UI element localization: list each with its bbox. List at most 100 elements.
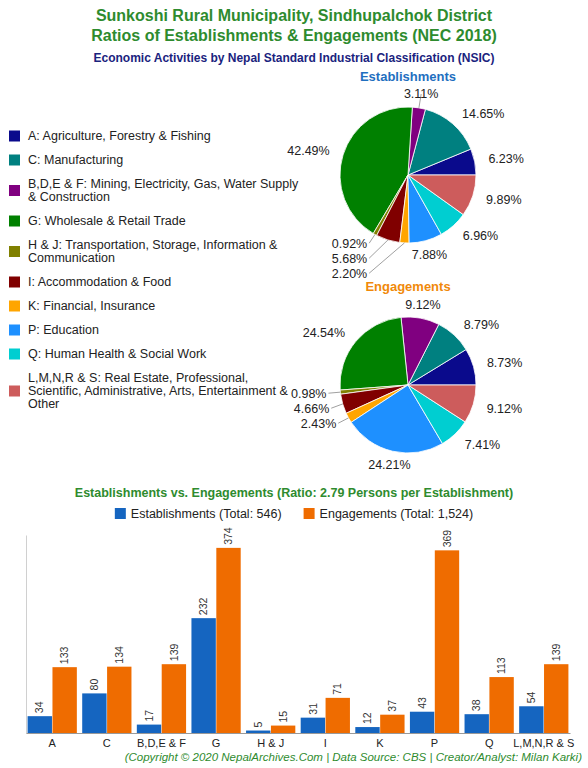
x-tick-label: H & J (257, 737, 284, 749)
pie-value-label: 3.11% (404, 87, 439, 101)
bar (544, 664, 568, 733)
x-tick: L,M,N,R & S (513, 733, 574, 749)
subtitle: Economic Activities by Nepal Standard In… (94, 51, 495, 65)
pie-value-label: 42.49% (287, 144, 329, 158)
pie-value-label: 4.66% (294, 402, 329, 416)
pie-title: Establishments (360, 69, 456, 84)
bar-value-label: 12 (361, 712, 373, 724)
bar (301, 718, 325, 733)
x-tick-label: K (376, 737, 384, 749)
bar-value-label: 5 (252, 722, 264, 728)
bar (162, 664, 186, 733)
legend-swatch (9, 349, 20, 360)
footer: (Copyright © 2020 NepalArchives.Com | Da… (125, 751, 583, 763)
bar-value-label: 31 (307, 703, 319, 715)
bar (28, 716, 52, 733)
canvas: Sunkoshi Rural Municipality, Sindhupalch… (0, 0, 588, 768)
bar-value-label: 34 (33, 701, 45, 713)
main-title: Sunkoshi Rural Municipality, Sindhupalch… (96, 7, 493, 24)
legend-label: L,M,N,R & S: Real Estate, Professional, … (28, 371, 291, 411)
y-axis (26, 536, 27, 734)
x-tick-label: G (212, 737, 221, 749)
leader-line (369, 234, 375, 243)
legend-swatch (9, 277, 20, 288)
x-tick: I (324, 733, 327, 749)
pie-value-label: 6.96% (463, 229, 498, 243)
x-tick: A (49, 733, 57, 749)
legend-label-line: P: Education (28, 323, 99, 337)
legend-label: Engagements (Total: 1,524) (320, 507, 474, 521)
bar-value-label: 38 (470, 699, 482, 711)
leader-line (328, 392, 340, 393)
legend-swatch (9, 131, 20, 142)
bar (465, 714, 489, 733)
legend-swatch (9, 246, 20, 257)
bar-value-label: 134 (113, 646, 125, 664)
data-labels: 3480172325311243385413313413937415713736… (33, 527, 561, 727)
legend-swatch (9, 185, 20, 196)
leader-line (369, 243, 404, 273)
x-tick-label: P (431, 737, 438, 749)
pie-value-label: 0.98% (291, 387, 326, 401)
pie-slice (340, 317, 408, 390)
x-tick-label: C (103, 737, 111, 749)
bar-value-label: 139 (550, 644, 562, 662)
bar (326, 698, 350, 733)
legend-label: Q: Human Health & Social Work (28, 347, 207, 361)
bar (410, 712, 434, 733)
x-tick-label: B,D,E & F (137, 737, 186, 749)
legend-label-line: Q: Human Health & Social Work (28, 347, 207, 361)
x-tick-label: L,M,N,R & S (513, 737, 574, 749)
legend-label-line: A: Agriculture, Forestry & Fishing (28, 129, 211, 143)
bar-value-label: 15 (277, 711, 289, 723)
pie-value-label: 7.88% (412, 248, 447, 262)
pie-slice (400, 175, 409, 243)
bar (271, 726, 295, 733)
main-title: Ratios of Establishments & Engagements (… (91, 27, 496, 44)
pie-value-label: 8.79% (464, 318, 499, 332)
pie-value-label: 9.12% (487, 402, 522, 416)
pie-value-label: 7.41% (465, 438, 500, 452)
legend-label-line: G: Wholesale & Retail Trade (28, 214, 186, 228)
legend-swatch (9, 386, 20, 397)
bar-value-label: 232 (197, 597, 209, 615)
x-axis: A C B,D,E & F G H & J I K P Q L,M,N,R & S (27, 733, 575, 749)
y-axis-line (26, 536, 27, 734)
legend-label-line: Scientific, Administrative, Arts, Entert… (28, 384, 291, 398)
legend-label-line: C: Manufacturing (28, 153, 123, 167)
legend-label-line: Other (28, 397, 59, 411)
pie-value-label: 5.68% (332, 252, 367, 266)
pie-value-label: 9.89% (486, 193, 521, 207)
bar-title: Establishments vs. Engagements (Ratio: 2… (75, 486, 513, 500)
pie-value-label: 14.65% (462, 107, 504, 121)
bars (28, 548, 569, 733)
leader-line (331, 404, 342, 408)
pie-value-label: 8.73% (487, 356, 522, 370)
legend-swatch (9, 216, 20, 227)
x-tick: Q (485, 733, 494, 749)
legend-swatch (9, 325, 20, 336)
legend-label-line: Communication (28, 251, 115, 265)
pie-value-label: 2.43% (301, 417, 336, 431)
pie: 8.73%8.79%9.12%24.54%0.98%4.66%2.43%24.2… (291, 298, 522, 472)
pie-value-label: 6.23% (488, 152, 523, 166)
legend-swatch (304, 508, 315, 519)
x-tick-label: Q (485, 737, 494, 749)
pie: 6.23%14.65%3.11%42.49%0.92%5.68%2.20%7.8… (287, 87, 524, 280)
x-tick-label: A (49, 737, 57, 749)
legend-label: G: Wholesale & Retail Trade (28, 214, 186, 228)
x-tick: K (376, 733, 384, 749)
bar (435, 550, 459, 733)
legend-label: C: Manufacturing (28, 153, 123, 167)
bar (107, 667, 131, 733)
pie-slice (408, 385, 476, 422)
bar-value-label: 71 (331, 683, 343, 695)
bar-value-label: 374 (222, 527, 234, 545)
bar-value-label: 17 (143, 710, 155, 722)
bar-value-label: 139 (168, 644, 180, 662)
legend-label: B,D,E & F: Mining, Electricity, Gas, Wat… (28, 177, 302, 204)
pie-value-label: 2.20% (332, 267, 367, 281)
x-axis-line (27, 733, 571, 734)
pie-value-label: 9.12% (405, 298, 440, 312)
legend-label: I: Accommodation & Food (28, 275, 171, 289)
